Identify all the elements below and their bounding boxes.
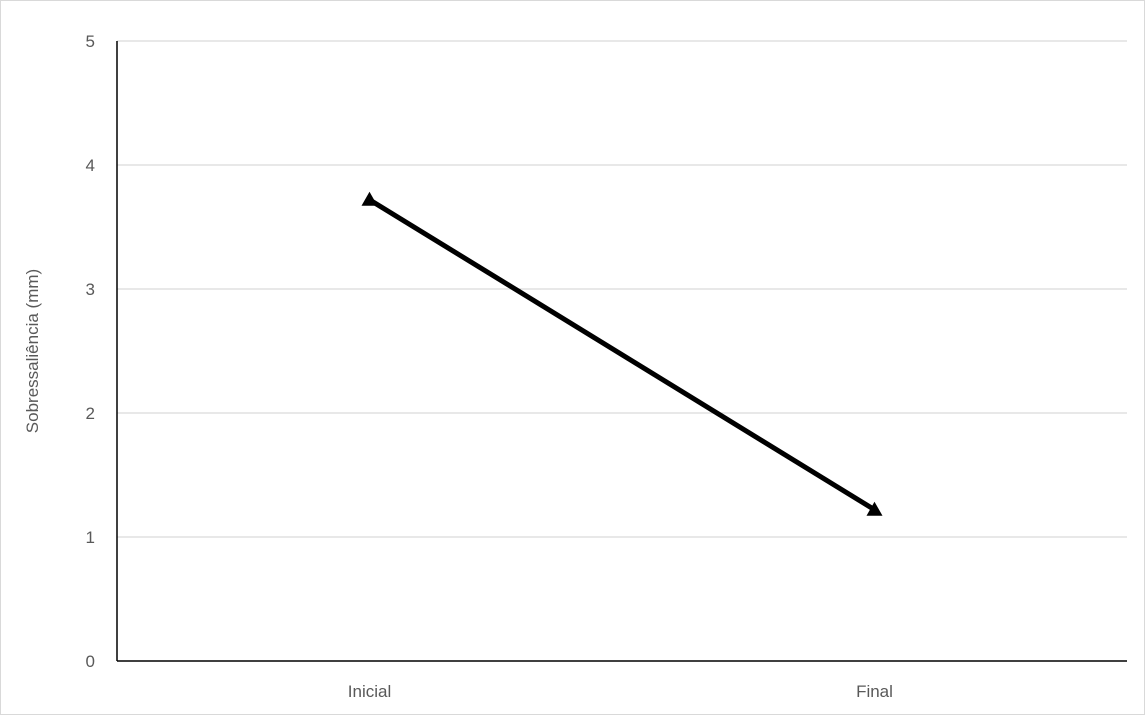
y-tick-label: 5 (86, 32, 95, 51)
y-tick-labels: 0 1 2 3 4 5 (86, 32, 95, 671)
x-tick-label: Final (856, 682, 893, 701)
y-tick-label: 4 (86, 156, 95, 175)
axes (116, 41, 1127, 662)
series-line (368, 197, 876, 512)
series (361, 191, 883, 516)
gridlines (117, 40, 1127, 538)
data-point-marker (866, 501, 883, 516)
y-tick-label: 1 (86, 528, 95, 547)
y-axis-title: Sobressaliência (mm) (23, 269, 42, 433)
x-tick-label: Inicial (348, 682, 391, 701)
y-tick-label: 2 (86, 404, 95, 423)
data-point-marker (361, 191, 378, 206)
y-tick-label: 3 (86, 280, 95, 299)
y-tick-label: 0 (86, 652, 95, 671)
x-tick-labels: Inicial Final (348, 682, 893, 701)
